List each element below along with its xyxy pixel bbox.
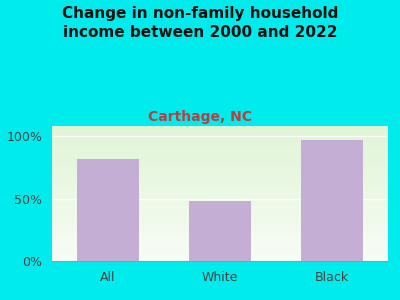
Bar [189, 201, 251, 261]
Bar [77, 158, 139, 261]
Text: Change in non-family household
income between 2000 and 2022: Change in non-family household income be… [62, 6, 338, 40]
Bar [301, 140, 363, 261]
Text: Carthage, NC: Carthage, NC [148, 110, 252, 124]
